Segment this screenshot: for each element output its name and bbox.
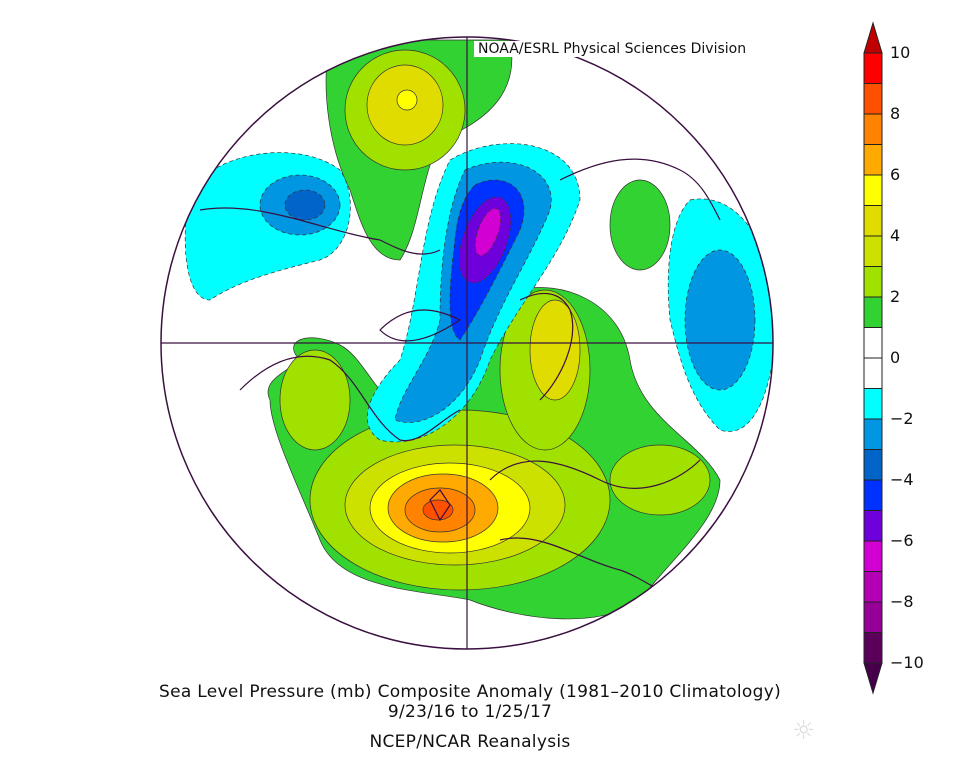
colorbar-tick-label: 2 [890, 287, 901, 306]
colorbar-swatch [863, 510, 883, 542]
colorbar-tick-label: 6 [890, 165, 901, 184]
colorbar-under-arrow [863, 662, 883, 695]
colorbar-swatch [863, 235, 883, 267]
colorbar-tick-label: −4 [890, 470, 914, 489]
colorbar-swatch [863, 83, 883, 115]
contour-minus4-alaska [284, 189, 326, 221]
contour-5mb-scandinavia [529, 299, 581, 401]
colorbar-swatch [863, 266, 883, 298]
colorbar-tick-label: −10 [890, 653, 924, 672]
sun-icon: ☼ [792, 716, 816, 746]
colorbar [863, 21, 883, 695]
contour-9mb [422, 499, 454, 521]
colorbar-swatch [863, 388, 883, 420]
colorbar-swatch [863, 632, 883, 664]
colorbar-swatch [863, 205, 883, 237]
colorbar-tick-label: −6 [890, 531, 914, 550]
date-range: 9/23/16 to 1/25/17 [387, 702, 553, 722]
contour-minus3-east-asia [684, 249, 756, 391]
map-boundary [160, 36, 774, 650]
contour-6mb-pacific [396, 89, 418, 111]
anomaly-field [161, 37, 773, 649]
data-source: NCEP/NCAR Reanalysis [369, 732, 571, 752]
contour-minus6-arctic [474, 207, 502, 257]
colorbar-swatch [863, 327, 883, 359]
positive-anomaly-siberia [609, 444, 711, 516]
map-title: Sea Level Pressure (mb) Composite Anomal… [159, 682, 781, 702]
colorbar-tick-label: −8 [890, 592, 914, 611]
colorbar-swatch [863, 113, 883, 145]
colorbar-swatch [863, 52, 883, 84]
colorbar-swatch [863, 540, 883, 572]
colorbar-swatch [863, 601, 883, 633]
coastlines [199, 158, 721, 594]
positive-anomaly-canada [279, 349, 351, 451]
colorbar-tick-label: 0 [890, 348, 901, 367]
colorbar-swatch [863, 144, 883, 176]
colorbar-tick-label: −2 [890, 409, 914, 428]
colorbar-swatch [863, 571, 883, 603]
colorbar-swatch [863, 479, 883, 511]
colorbar-tick-label: 4 [890, 226, 901, 245]
colorbar-swatch [863, 296, 883, 328]
colorbar-swatch [863, 449, 883, 481]
colorbar-swatch [863, 418, 883, 450]
positive-anomaly-asia [609, 179, 671, 271]
colorbar-tick-label: 8 [890, 104, 901, 123]
colorbar-swatch [863, 174, 883, 206]
credit-label: NOAA/ESRL Physical Sciences Division [474, 41, 751, 57]
colorbar-over-arrow [863, 21, 883, 54]
colorbar-tick-label: 10 [890, 43, 911, 62]
colorbar-swatch [863, 357, 883, 389]
